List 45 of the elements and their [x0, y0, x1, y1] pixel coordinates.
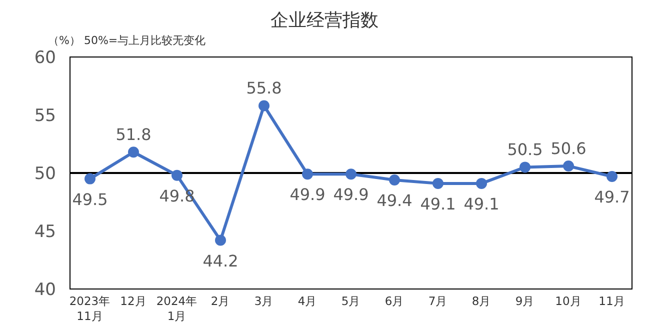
x-tick-label: 2024年 1月: [156, 294, 198, 323]
x-tick-label: 10月: [555, 294, 582, 308]
data-label: 44.2: [202, 251, 238, 270]
point: [258, 100, 270, 112]
point: [84, 173, 96, 184]
data-label: 55.8: [246, 78, 282, 98]
data-label: 49.7: [594, 187, 630, 206]
x-tick-label: 3月: [254, 294, 274, 308]
point: [432, 178, 444, 189]
x-tick-label: 11月: [598, 294, 626, 308]
x-tick-label: 7月: [428, 294, 448, 308]
y-tick-label: 50: [34, 164, 56, 184]
data-label: 50.5: [507, 140, 543, 160]
x-tick-label: 6月: [384, 294, 404, 308]
data-label: 49.1: [420, 194, 456, 214]
point: [302, 168, 313, 180]
point: [476, 178, 487, 189]
data-label: 49.9: [290, 185, 326, 204]
x-tick-label: 9月: [515, 294, 535, 308]
point: [215, 234, 226, 246]
point: [520, 162, 530, 173]
chart-title: 企业经营指数: [270, 10, 378, 31]
x-tick-label: 4月: [298, 294, 318, 308]
data-label: 50.6: [550, 139, 586, 158]
x-tick-label: 2月: [210, 294, 230, 308]
data-label: 49.1: [464, 194, 500, 214]
text: （%） 50%=与上月比较无变化: [48, 34, 206, 47]
data-label: 49.9: [333, 185, 369, 204]
y-tick-label: 55: [34, 106, 56, 126]
point: [172, 170, 182, 181]
data-label: 49.5: [72, 190, 108, 209]
point: [563, 160, 574, 172]
point: [128, 146, 139, 158]
x-tick-label: 8月: [472, 294, 492, 308]
x-tick-label: 2023年 11月: [69, 294, 111, 323]
y-tick-label: 40: [34, 280, 56, 300]
point: [346, 168, 356, 180]
data-label: 51.8: [116, 125, 152, 144]
x-tick-label: 5月: [341, 294, 361, 308]
x-tick-label: 12月: [120, 294, 147, 308]
y-tick-label: 45: [34, 222, 56, 242]
y-tick-label: 60: [34, 48, 56, 68]
point: [606, 170, 618, 182]
point: [389, 174, 400, 186]
data-label: 49.4: [376, 190, 412, 210]
